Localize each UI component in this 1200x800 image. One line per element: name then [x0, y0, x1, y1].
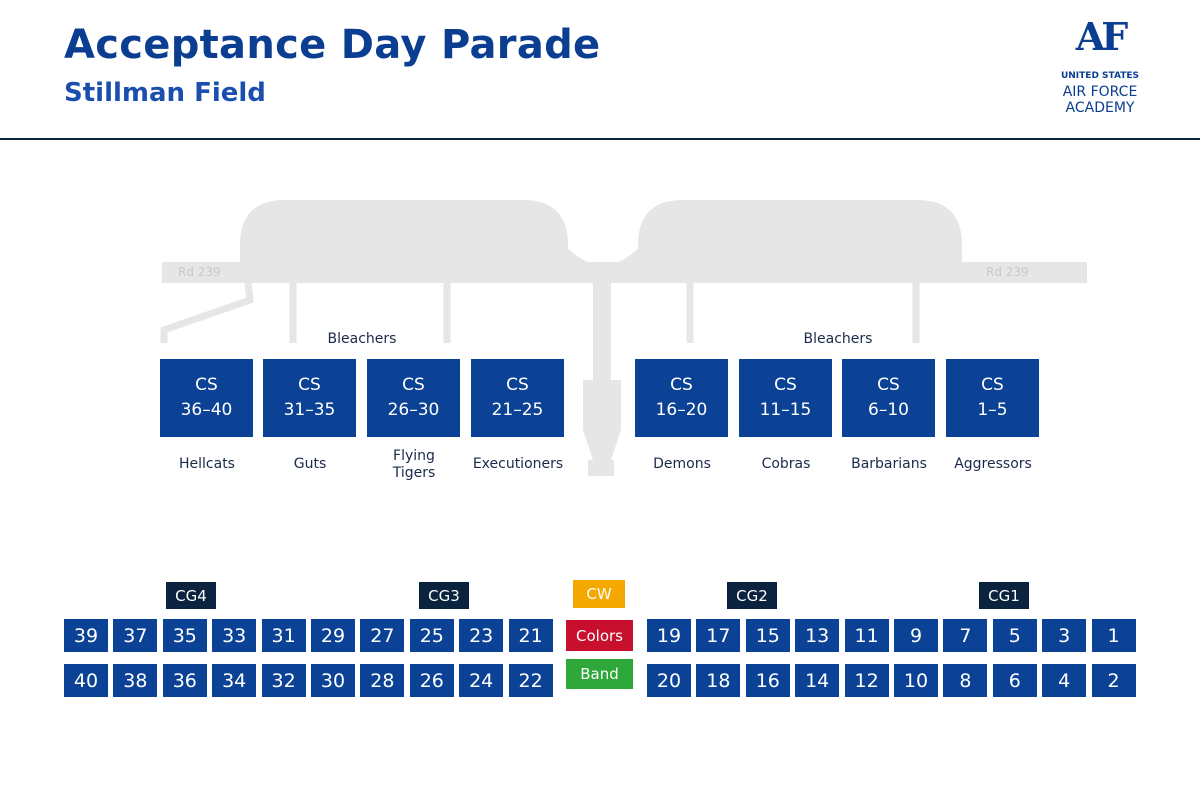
group-label: CS — [774, 375, 797, 395]
squadron: 25 — [409, 619, 454, 652]
squadron: 9 — [894, 619, 938, 652]
group-box: CS 31–35 — [263, 359, 356, 437]
squadron: 35 — [162, 619, 207, 652]
squadron: 6 — [992, 664, 1037, 697]
group-name: Cobras — [761, 456, 811, 472]
squadron: 36 — [162, 664, 207, 697]
squadron: 16 — [745, 664, 790, 697]
group-name: Barbarians — [851, 456, 927, 472]
squadron: 29 — [311, 619, 355, 652]
squadron: 28 — [360, 664, 405, 697]
cw-label: CW — [573, 580, 625, 608]
group-range: 21–25 — [491, 400, 544, 420]
squadron: 26 — [409, 664, 454, 697]
group-label: CS — [877, 375, 900, 395]
squadron: 38 — [113, 664, 158, 697]
group-name: Demons — [653, 456, 711, 472]
group-label: CS — [981, 375, 1004, 395]
squadron: 40 — [64, 664, 108, 697]
squadron: 23 — [459, 619, 504, 652]
group-box: CS 21–25 — [471, 359, 564, 437]
squadron: 24 — [459, 664, 504, 697]
squadron: 11 — [844, 619, 889, 652]
colors-label: Colors — [566, 620, 633, 651]
road-label: Rd 239 — [986, 265, 1029, 279]
squadron: 10 — [894, 664, 938, 697]
group-range: 26–30 — [387, 400, 440, 420]
bleacher-posts — [160, 282, 920, 343]
squadron: 5 — [992, 619, 1037, 652]
group-name: Hellcats — [179, 456, 235, 472]
squadron: 1 — [1091, 619, 1136, 652]
group-label: CS — [298, 375, 321, 395]
squadron: 20 — [647, 664, 691, 697]
squadron: 19 — [647, 619, 691, 652]
squadron: 17 — [696, 619, 741, 652]
group-box: CS 11–15 — [739, 359, 832, 437]
logo-line: UNITED STATES — [1060, 71, 1140, 81]
group-box: CS 1–5 — [946, 359, 1039, 437]
group-name: Guts — [293, 456, 327, 472]
group-box: CS 6–10 — [842, 359, 935, 437]
squadron: 39 — [64, 619, 108, 652]
squadron: 30 — [311, 664, 355, 697]
group-box: CS 36–40 — [160, 359, 253, 437]
squadron: 27 — [360, 619, 405, 652]
group-range: 16–20 — [655, 400, 708, 420]
squadron: 21 — [508, 619, 553, 652]
group-range: 36–40 — [180, 400, 233, 420]
squadron: 22 — [508, 664, 553, 697]
group-label: CS — [670, 375, 693, 395]
squadron: 13 — [795, 619, 840, 652]
squadron: 15 — [745, 619, 790, 652]
group-box: CS 26–30 — [367, 359, 460, 437]
logo-mark: AF — [1075, 14, 1128, 59]
squadron: 33 — [212, 619, 257, 652]
group-range: 6–10 — [868, 400, 909, 420]
group-range: 1–5 — [977, 400, 1008, 420]
squadron: 8 — [943, 664, 988, 697]
group-label: CG4 — [166, 582, 216, 609]
squadron: 34 — [212, 664, 257, 697]
road-label: Rd 239 — [178, 265, 221, 279]
squadron: 31 — [261, 619, 306, 652]
title: Acceptance Day Parade — [64, 22, 601, 68]
group-label: CG1 — [979, 582, 1029, 609]
bleachers-label: Bleachers — [327, 331, 397, 347]
squadron: 32 — [261, 664, 306, 697]
squadron: 3 — [1042, 619, 1087, 652]
subtitle: Stillman Field — [64, 78, 266, 108]
stands — [162, 200, 1087, 476]
group-box: CS 16–20 — [635, 359, 728, 437]
squadron: 7 — [943, 619, 988, 652]
group-label: CS — [195, 375, 218, 395]
squadron: 18 — [696, 664, 741, 697]
squadron: 37 — [113, 619, 158, 652]
group-name: Executioners — [472, 456, 564, 472]
group-label: CS — [402, 375, 425, 395]
group-range: 31–35 — [283, 400, 336, 420]
group-name: Flying Tigers — [392, 448, 436, 481]
group-label: CG2 — [727, 582, 777, 609]
logo-line: ACADEMY — [1065, 100, 1135, 116]
squadron: 14 — [795, 664, 840, 697]
squadron: 12 — [844, 664, 889, 697]
squadron: 2 — [1091, 664, 1136, 697]
group-label: CG3 — [419, 582, 469, 609]
group-label: CS — [506, 375, 529, 395]
group-name: Aggressors — [954, 456, 1032, 472]
logo-line: AIR FORCE — [1062, 84, 1138, 100]
squadron: 4 — [1042, 664, 1087, 697]
band-label: Band — [566, 659, 633, 689]
group-range: 11–15 — [759, 400, 812, 420]
bleachers-label: Bleachers — [803, 331, 873, 347]
